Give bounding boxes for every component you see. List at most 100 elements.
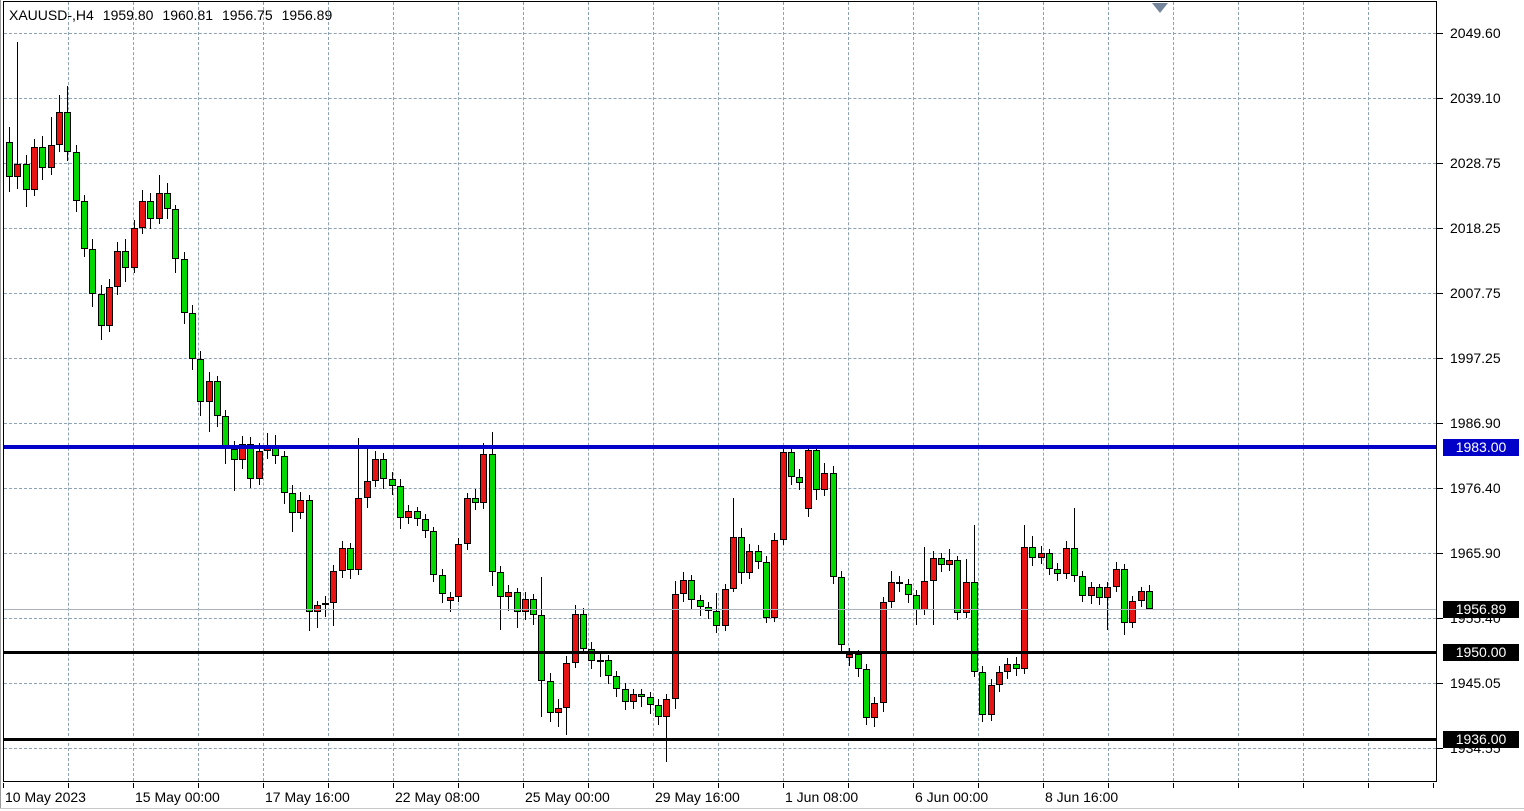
candle (688, 580, 695, 600)
candle (1029, 547, 1036, 558)
v-gridline (133, 2, 134, 781)
time-tick (913, 783, 914, 788)
bid-price-line (4, 609, 1436, 610)
candle (1138, 591, 1145, 601)
time-tick (263, 783, 264, 788)
time-tick (783, 783, 784, 788)
candle (846, 654, 853, 658)
candle (763, 562, 770, 618)
candle-wick (234, 441, 235, 491)
time-label: 10 May 2023 (5, 789, 86, 805)
candle (497, 572, 504, 597)
v-gridline (978, 2, 979, 781)
candle (372, 459, 379, 481)
price-tick-label: 2028.75 (1450, 155, 1501, 171)
price-tick (1437, 618, 1443, 619)
hline-1950[interactable] (4, 651, 1436, 654)
time-tick (653, 783, 654, 788)
candle (522, 599, 529, 612)
candle (905, 584, 912, 595)
candle-wick (1107, 582, 1108, 630)
candle (1088, 587, 1095, 596)
h-gridline (4, 228, 1436, 229)
candle (1113, 569, 1120, 587)
price-tick (1437, 358, 1443, 359)
hline-1936[interactable] (4, 738, 1436, 741)
v-gridline (718, 2, 719, 781)
candle (921, 581, 928, 610)
price-tick (1437, 228, 1443, 229)
candle (48, 145, 55, 168)
candle (147, 201, 154, 219)
candle (89, 249, 96, 294)
candle (821, 473, 828, 490)
v-gridline (1043, 2, 1044, 781)
candle (380, 459, 387, 479)
ohlc-close: 1956.89 (281, 7, 333, 23)
v-gridline (523, 2, 524, 781)
candle (780, 452, 787, 540)
time-tick (3, 783, 4, 788)
candle (647, 697, 654, 705)
time-label: 15 May 00:00 (135, 789, 220, 805)
price-tick-label: 1986.90 (1450, 415, 1501, 431)
candle (1063, 548, 1070, 574)
candle (730, 537, 737, 589)
candle (314, 605, 321, 612)
v-gridline (848, 2, 849, 781)
candle (355, 498, 362, 570)
candle (322, 603, 329, 605)
candle (713, 611, 720, 626)
candle (930, 558, 937, 581)
candle (206, 381, 213, 402)
candle (306, 500, 313, 612)
chart-shift-marker-icon[interactable] (1152, 3, 1168, 13)
v-gridline (1303, 2, 1304, 781)
candle (971, 582, 978, 672)
candle (963, 582, 970, 613)
chart-symbol-period: XAUUSD-,H4 (9, 7, 94, 23)
candle (347, 548, 354, 570)
candle (339, 548, 346, 571)
candle (14, 164, 21, 177)
time-label: 8 Jun 16:00 (1045, 789, 1119, 805)
candle (547, 681, 554, 713)
candle-wick (933, 551, 934, 625)
h-gridline (4, 618, 1436, 619)
time-label: 22 May 08:00 (395, 789, 480, 805)
time-label: 6 Jun 00:00 (915, 789, 989, 805)
candle (896, 582, 903, 584)
candle (464, 498, 471, 544)
h-gridline (4, 748, 1436, 749)
candle (805, 450, 812, 509)
chart-canvas[interactable] (3, 1, 1437, 782)
candle (505, 592, 512, 597)
h-gridline (4, 33, 1436, 34)
price-tick-label: 1965.90 (1450, 545, 1501, 561)
candle (563, 663, 570, 708)
candle (330, 571, 337, 603)
candle (31, 147, 38, 190)
candle (472, 498, 479, 503)
candle (738, 537, 745, 573)
price-tick (1437, 423, 1443, 424)
candle-wick (209, 372, 210, 432)
candle (1104, 587, 1111, 598)
candle (979, 672, 986, 715)
candle (73, 152, 80, 201)
candle (1121, 569, 1128, 623)
time-tick (1433, 783, 1434, 788)
time-tick (718, 783, 719, 788)
candle (122, 251, 129, 268)
candle (1079, 576, 1086, 596)
candle (1146, 591, 1153, 609)
candle (580, 614, 587, 649)
v-gridline (68, 2, 69, 781)
candle (297, 500, 304, 513)
price-tag-1950.00: 1950.00 (1443, 644, 1519, 661)
candle (197, 359, 204, 402)
hline-1983[interactable] (4, 445, 1436, 449)
time-tick (1303, 783, 1304, 788)
candle (996, 672, 1003, 685)
